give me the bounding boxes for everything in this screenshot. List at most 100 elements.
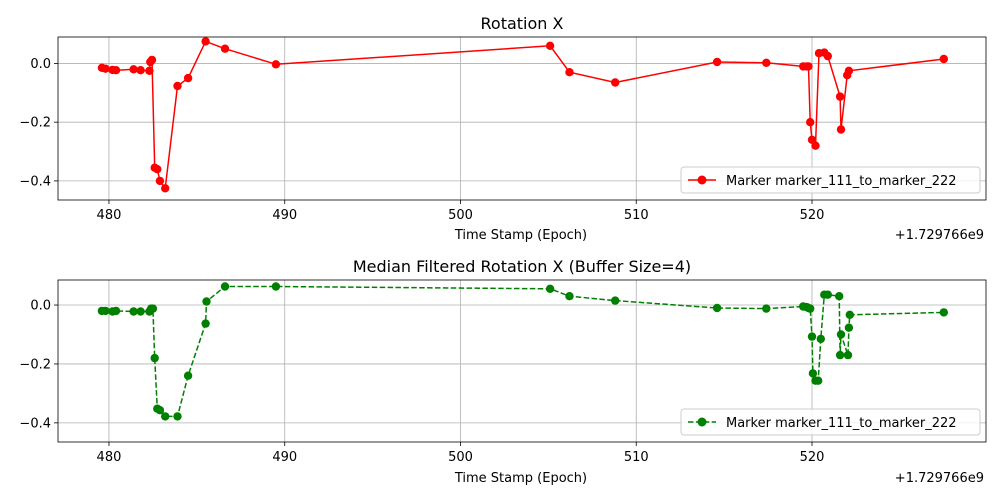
data-point — [201, 319, 210, 328]
data-point — [762, 304, 771, 313]
x-tick-label: 520 — [800, 208, 825, 223]
series-path — [101, 285, 944, 418]
data-point — [806, 304, 815, 313]
data-point — [155, 406, 165, 415]
data-point — [814, 376, 823, 385]
legend: Marker marker_111_to_marker_222 — [680, 408, 981, 436]
data-point — [136, 307, 145, 316]
chart-title: Rotation X — [481, 14, 564, 33]
data-point — [712, 57, 722, 67]
data-point — [150, 353, 159, 363]
y-tick-label: −0.4 — [19, 174, 51, 189]
data-point — [804, 62, 813, 71]
data-point — [811, 141, 820, 150]
data-point — [806, 118, 815, 127]
y-tick-label: −0.4 — [19, 416, 51, 431]
data-point — [183, 73, 193, 83]
x-tick-label: 520 — [800, 450, 825, 465]
data-point — [101, 64, 110, 73]
data-point — [183, 371, 193, 380]
data-point — [835, 292, 844, 301]
data-point — [271, 60, 281, 69]
x-axis-label: Time Stamp (Epoch) — [454, 471, 587, 486]
data-point — [545, 41, 555, 50]
data-point — [845, 310, 854, 319]
series-layer — [97, 37, 948, 193]
x-offset-label: +1.729766e9 — [895, 471, 984, 486]
data-point — [155, 176, 165, 186]
data-point — [220, 282, 230, 291]
x-tick-label: 490 — [272, 450, 297, 465]
data-point — [148, 304, 158, 313]
x-tick-label: 480 — [97, 208, 122, 223]
data-point — [816, 334, 825, 344]
legend-label: Marker marker_111_to_marker_222 — [726, 416, 957, 431]
data-point — [136, 66, 145, 75]
data-point — [161, 412, 170, 421]
data-point — [145, 66, 154, 76]
data-point — [843, 350, 853, 360]
legend-box — [680, 408, 981, 436]
legend-box — [680, 166, 981, 194]
data-point — [101, 306, 110, 316]
plot-frame — [57, 36, 987, 201]
data-point — [836, 125, 846, 134]
data-point — [939, 54, 948, 64]
x-tick-label: 500 — [448, 450, 473, 465]
data-point — [807, 332, 817, 341]
chart-title: Median Filtered Rotation X (Buffer Size=… — [353, 257, 691, 276]
data-point — [220, 44, 230, 53]
data-point — [611, 78, 620, 87]
data-point — [808, 369, 818, 378]
x-tick-label: 500 — [448, 208, 473, 223]
data-point — [565, 68, 574, 77]
x-tick-label: 490 — [272, 208, 297, 223]
y-tick-label: 0.0 — [30, 299, 51, 314]
x-axis-label: Time Stamp (Epoch) — [454, 228, 587, 243]
data-point — [844, 66, 854, 76]
data-point — [823, 51, 832, 61]
x-offset-label: +1.729766e9 — [895, 228, 984, 243]
data-point — [111, 66, 121, 75]
y-tick-label: 0.0 — [30, 57, 51, 72]
x-tick-label: 510 — [624, 208, 649, 223]
data-point — [173, 412, 182, 421]
series-layer — [97, 282, 948, 421]
data-point — [153, 165, 162, 174]
data-point — [835, 92, 845, 101]
data-point — [565, 292, 574, 301]
legend-label: Marker marker_111_to_marker_222 — [726, 174, 957, 189]
data-point — [712, 303, 722, 313]
data-point — [173, 81, 182, 91]
legend-marker-sample — [697, 417, 707, 427]
data-point — [835, 350, 845, 360]
y-tick-label: −0.2 — [19, 116, 51, 131]
legend: Marker marker_111_to_marker_222 — [680, 166, 981, 194]
plot-frame — [57, 279, 987, 443]
axis-ticks: 480 490 500 510 520 0.0 −0.2 −0.4 — [19, 299, 824, 465]
data-point — [611, 296, 620, 305]
data-point — [161, 184, 170, 193]
data-point — [545, 284, 555, 293]
data-point — [129, 307, 138, 316]
data-point — [147, 55, 157, 65]
data-point — [129, 65, 138, 74]
data-point — [111, 306, 121, 316]
chart-rotation-x: Rotation X 480 490 500 510 520 0.0 −0.2 −0.4 Ti… — [19, 14, 987, 243]
y-tick-label: −0.2 — [19, 357, 51, 372]
series-line — [97, 37, 948, 193]
data-point — [823, 290, 832, 299]
data-point — [201, 37, 210, 46]
chart-median-filtered-rotation-x: Median Filtered Rotation X (Buffer Size=… — [19, 257, 987, 486]
data-point — [202, 297, 211, 306]
data-point — [836, 330, 846, 339]
data-point — [844, 323, 854, 332]
data-point — [939, 308, 948, 317]
series-line — [97, 282, 948, 421]
x-tick-label: 480 — [97, 450, 122, 465]
data-point — [271, 282, 281, 291]
legend-marker-sample — [697, 175, 707, 185]
data-point — [762, 58, 771, 67]
x-tick-label: 510 — [624, 450, 649, 465]
